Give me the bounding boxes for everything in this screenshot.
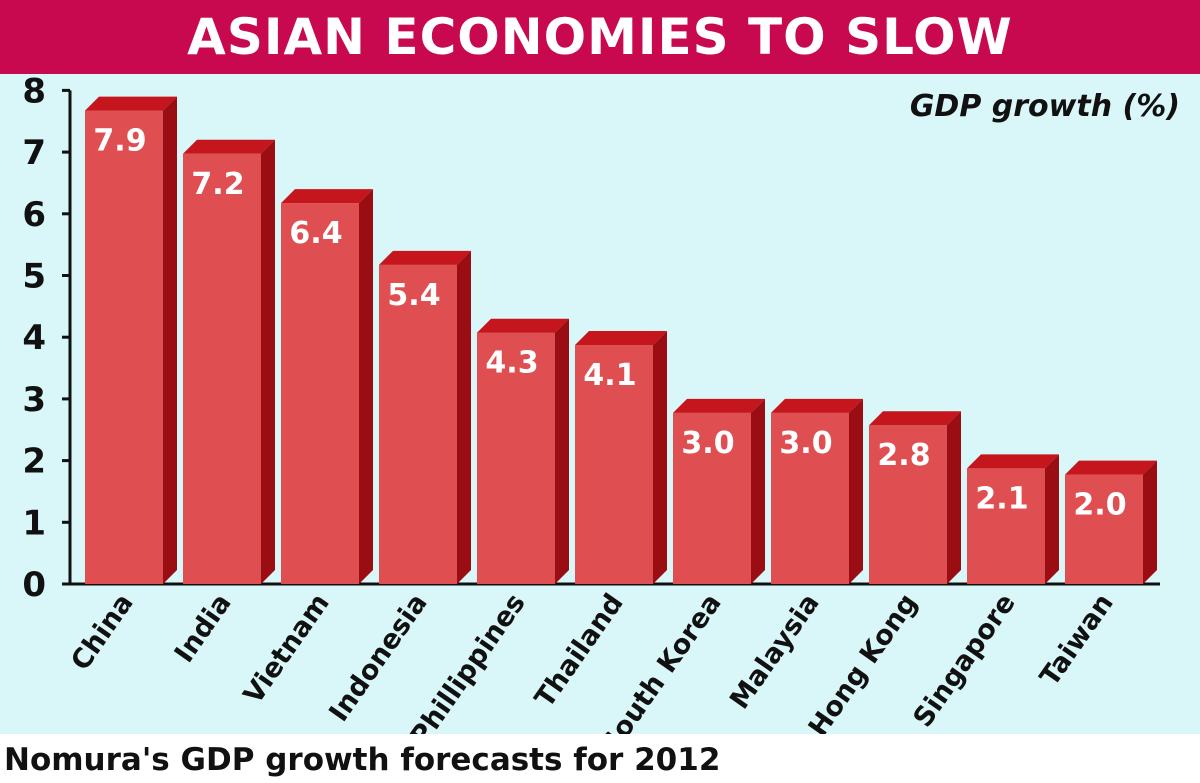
bar-chart: 0 1 2 3 4 5 6 7 8 GDP growth (%) 7.9 China 7.2 India 6…: [22, 74, 1180, 734]
y-axis-label: GDP growth (%): [910, 89, 1180, 124]
data-label: 4.1: [583, 358, 636, 393]
title-banner: ASIAN ECONOMIES TO SLOW: [0, 0, 1200, 74]
data-label: 5.4: [387, 278, 440, 313]
bar: [869, 425, 947, 584]
bar-top-face: [183, 139, 275, 154]
data-label: 2.0: [1073, 488, 1126, 523]
bar-side-face: [947, 411, 961, 584]
bar-side-face: [1143, 460, 1157, 584]
bar-top-face: [869, 411, 961, 426]
data-label: 3.0: [779, 426, 832, 461]
bar-side-face: [653, 331, 667, 584]
chart-title: ASIAN ECONOMIES TO SLOW: [187, 8, 1013, 66]
y-tick-label: 0: [22, 565, 46, 605]
x-tick-label: India: [169, 588, 238, 668]
bar-side-face: [555, 318, 569, 584]
bar: [1065, 474, 1143, 584]
bar-side-face: [1045, 454, 1059, 584]
bar-top-face: [477, 318, 569, 333]
bar: [379, 264, 457, 584]
y-tick-label: 3: [22, 380, 46, 420]
bar-top-face: [379, 250, 471, 265]
footer: Nomura's GDP growth forecasts for 2012: [0, 734, 1200, 783]
bar-top-face: [771, 398, 863, 413]
bar: [281, 203, 359, 584]
bar-top-face: [575, 331, 667, 346]
data-label: 2.1: [975, 481, 1028, 516]
bar-top-face: [673, 398, 765, 413]
bar-top-face: [85, 96, 177, 111]
data-label: 6.4: [289, 216, 342, 251]
bar: [575, 345, 653, 584]
x-tick-label: China: [65, 588, 140, 676]
y-tick-label: 6: [22, 195, 46, 235]
bar-top-face: [967, 454, 1059, 469]
bar-side-face: [261, 139, 275, 584]
bar: [771, 412, 849, 584]
bar: [183, 153, 261, 584]
y-tick-label: 1: [22, 503, 46, 543]
data-label: 7.9: [93, 124, 146, 159]
bar-side-face: [849, 398, 863, 584]
bar-side-face: [457, 250, 471, 584]
data-label: 2.8: [877, 438, 930, 473]
y-tick-label: 7: [22, 133, 46, 173]
data-label: 3.0: [681, 426, 734, 461]
x-tick-label: Thailand: [529, 588, 630, 713]
plot-area: 0 1 2 3 4 5 6 7 8 GDP growth (%) 7.9 China 7.2 India 6…: [0, 74, 1200, 734]
x-tick-label: Taiwan: [1034, 588, 1120, 692]
x-tick-label: Malaysia: [724, 588, 826, 715]
bar: [477, 332, 555, 584]
bar: [85, 110, 163, 584]
data-label: 4.3: [485, 346, 538, 381]
bar-side-face: [163, 96, 177, 584]
footer-caption: Nomura's GDP growth forecasts for 2012: [4, 742, 721, 778]
y-tick-label: 4: [22, 318, 46, 358]
x-tick-label: Vietnam: [238, 588, 336, 709]
bar-top-face: [281, 189, 373, 204]
y-tick-label: 2: [22, 442, 46, 482]
bar-side-face: [359, 189, 373, 584]
data-label: 7.2: [191, 167, 244, 202]
y-tick-label: 5: [22, 257, 46, 297]
x-tick-label: Singapore: [907, 588, 1021, 733]
bar: [673, 412, 751, 584]
x-tick-label: Indonesia: [323, 588, 433, 727]
bar: [967, 468, 1045, 584]
y-tick-label: 8: [22, 74, 46, 111]
bar-side-face: [751, 398, 765, 584]
bar-top-face: [1065, 460, 1157, 475]
